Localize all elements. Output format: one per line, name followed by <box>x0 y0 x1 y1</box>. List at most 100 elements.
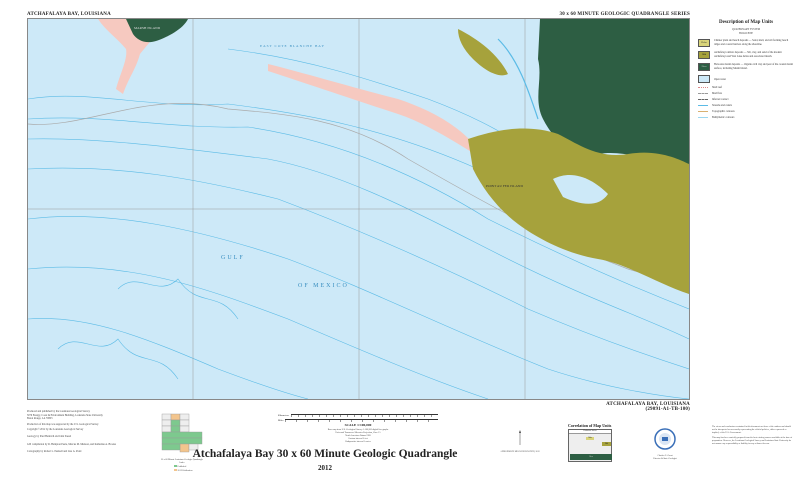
legend-line-label: Bathymetric contours <box>712 116 735 120</box>
new-publication-swatch-icon <box>174 469 177 471</box>
legend-reef: Shell reef <box>698 86 794 89</box>
legend-bathy: Bathymetric contours <box>698 116 794 119</box>
seal-role: Director & State Geologist <box>653 458 677 460</box>
correlation-header: Holocene Series <box>569 430 611 434</box>
reef-symbol-icon <box>698 87 708 89</box>
legend-topo: Topographic contours <box>698 110 794 113</box>
label-of-mexico: OF MEXICO <box>298 283 349 289</box>
published-swatch-icon <box>174 465 177 467</box>
legend-unit: Hdd Atchafalaya deltaic deposits — Silt,… <box>698 51 794 60</box>
contour-line-icon <box>698 111 708 113</box>
legend-contact: Inferred contact <box>698 98 794 101</box>
unit-description: Atchafalaya deltaic deposits — Silt, cla… <box>714 51 782 58</box>
index-map: 30 x 60 Minute Louisiana Geologic Quadra… <box>160 412 204 473</box>
correlation-box: Holocene Series Hcbs Hdd Hcm <box>568 429 612 462</box>
credits: Produced and published by the Louisiana … <box>27 410 137 454</box>
declination-diagram: APPROXIMATE MEAN DECLINATION, 2012 <box>500 430 540 454</box>
label-point-au-fer: POINT AU FER ISLAND <box>486 184 523 188</box>
legend-mudflat: Mud flats <box>698 92 794 95</box>
map-note: Bathymetric interval 1 meter <box>345 440 371 443</box>
mudflat-symbol-icon <box>698 93 708 95</box>
stream-line-icon <box>698 105 708 107</box>
index-caption: 30 x 60 Minute Louisiana Geologic Quadra… <box>161 459 203 464</box>
credit-line: Production of this map was supported by … <box>27 422 99 426</box>
correlation-unit: Hdd <box>602 442 611 446</box>
credit-line: Produced and published by the Louisiana … <box>27 410 90 413</box>
label-marsh-island: MARSH ISLAND <box>134 26 161 30</box>
correlation-title: Correlation of Map Units <box>568 423 612 428</box>
miles-scale-bar <box>285 419 438 422</box>
label-east-cote-blanche: EAST COTE BLANCHE BAY <box>260 44 325 48</box>
contact-line-icon <box>698 99 708 101</box>
credit-line: Baton Rouge, LA 70803 <box>27 417 53 421</box>
map-note: Universal Transverse Mercator Projection… <box>335 431 381 434</box>
map-note: Base map from U.S. Geological Survey 1:1… <box>327 428 389 431</box>
bathymetric-line-icon <box>698 117 708 119</box>
credit-line: Geology by Paul Heinrich and John Snead <box>27 434 72 438</box>
unit-description: Holocene marsh deposits — Organic-rich c… <box>714 63 793 70</box>
correlation-unit: Hcm <box>570 454 612 460</box>
unit-swatch: Hcm <box>698 63 710 72</box>
legend-water: Open water <box>698 75 794 84</box>
label-gulf: GULF <box>221 255 245 261</box>
legend-line-label: Streams and canals <box>712 104 732 108</box>
index-map-grid <box>161 413 203 453</box>
sheet-label-name: ATCHAFALAYA BAY, LOUISIANA <box>606 402 690 407</box>
map-unit-legend: Description of Map Units QUATERNARY SYST… <box>698 20 794 122</box>
legend-title: Description of Map Units <box>718 20 774 25</box>
correlation-chart: Correlation of Map Units Holocene Series… <box>568 423 612 462</box>
map-year: 2012 <box>318 464 332 472</box>
map-note: North American Datum 1983 <box>345 434 371 437</box>
state-seal: Charles G. Groat Director & State Geolog… <box>650 428 680 461</box>
credit-line: Copyright ©2012 by the Louisiana Geologi… <box>27 428 84 432</box>
atchafalaya-river <box>497 38 539 120</box>
bathymetric-contours <box>27 48 690 400</box>
north-arrow-icon <box>519 430 521 445</box>
water-swatch-icon <box>698 75 710 84</box>
seal-name: Charles G. Groat <box>657 455 673 457</box>
credit-line: Cartography by Robert L. Paulsell and Li… <box>27 450 82 454</box>
legend-line-label: Topographic contours <box>712 110 735 114</box>
credit-line: GIS compilation by R. Hampton Peele, Mar… <box>27 442 116 446</box>
disclaimer: The views and conclusions contained in t… <box>712 426 794 446</box>
legend-series: HOLOCENE <box>739 31 753 35</box>
legend-unit: Hcbs Chénier plain and beach deposits — … <box>698 39 794 48</box>
declination-label: APPROXIMATE MEAN DECLINATION, 2012 <box>500 451 540 453</box>
series-title: 30 x 60 MINUTE GEOLOGIC QUADRANGLE SERIE… <box>559 12 690 17</box>
km-scale-bar <box>290 414 438 417</box>
map-canvas: MARSH ISLAND POINT AU FER ISLAND EAST CO… <box>27 19 690 400</box>
bay-water <box>553 174 608 204</box>
legend-streams: Streams and canals <box>698 104 794 107</box>
map-title: Atchafalaya Bay 30 x 60 Minute Geologic … <box>192 448 458 460</box>
legend-unit: Hcm Holocene marsh deposits — Organic-ri… <box>698 63 794 72</box>
map-note: Contour interval 5 feet <box>348 437 368 440</box>
scale-bar: Kilometers Miles SCALE 1:100,000 Base ma… <box>278 414 438 444</box>
beach-ridge <box>268 64 483 159</box>
seal-icon <box>654 428 676 450</box>
legend-line-label: Shell reef <box>712 86 723 90</box>
geologic-map[interactable]: MARSH ISLAND POINT AU FER ISLAND EAST CO… <box>27 18 690 400</box>
index-legend-new: 2012 Publication <box>177 470 193 472</box>
legend-line-label: Inferred contact <box>712 98 729 102</box>
sheet-label-code: (29091-A1-TB-100) <box>645 407 690 412</box>
marsh-island <box>126 19 188 43</box>
disclaimer-paragraph: The views and conclusions contained in t… <box>712 426 791 434</box>
scale-unit-miles: Miles <box>278 419 284 422</box>
disclaimer-paragraph: This map has been carefully prepared fro… <box>712 437 793 445</box>
unit-swatch: Hdd <box>698 51 710 60</box>
unit-swatch: Hcbs <box>698 39 710 48</box>
legend-line-label: Mud flats <box>712 92 723 96</box>
sheet-label: ATCHAFALAYA BAY, LOUISIANA (29091-A1-TB-… <box>600 402 690 412</box>
map-notes: Base map from U.S. Geological Survey 1:1… <box>278 429 438 444</box>
legend-line-label: Open water <box>714 77 727 81</box>
index-legend-published: Published <box>177 466 187 468</box>
legend-system: QUATERNARY SYSTEM <box>731 28 761 31</box>
sheet-title-left: ATCHAFALAYA BAY, LOUISIANA <box>27 12 111 17</box>
scale-label: SCALE 1:100,000 <box>344 423 372 427</box>
correlation-unit: Hcbs <box>586 437 594 440</box>
atchafalaya-delta <box>468 128 689 294</box>
index-legend: Published 2012 Publication <box>160 465 204 473</box>
wax-lake-delta <box>458 29 508 76</box>
holocene-marsh <box>538 19 689 169</box>
credit-line: 3079 Energy, Coast & Environment Buildin… <box>27 413 103 417</box>
